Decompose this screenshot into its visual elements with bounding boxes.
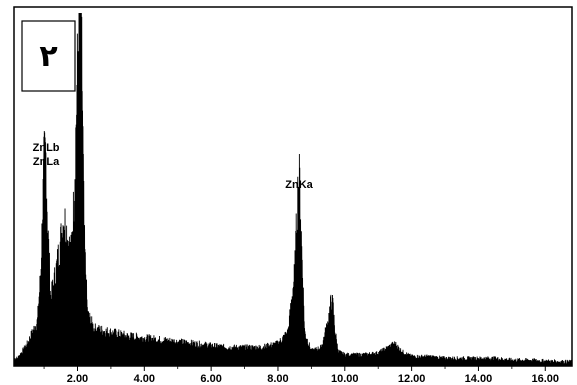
x-tick-label: 8.00 <box>267 373 288 385</box>
panel-label: ٢ <box>39 39 57 74</box>
peak-label-znka: ZnKa <box>285 179 313 191</box>
x-tick-label: 4.00 <box>134 373 155 385</box>
x-tick-label: 6.00 <box>200 373 221 385</box>
spectrum-trace <box>13 12 573 367</box>
peak-annotations: ZnLb ZnLa ZnKa <box>33 142 314 191</box>
inset-box: ٢ <box>21 20 76 92</box>
peak-label-znla: ZnLa <box>33 156 60 168</box>
x-tick-label: 16.00 <box>532 373 560 385</box>
peak-label-znlb: ZnLb <box>33 142 60 154</box>
x-tick-label: 12.00 <box>398 373 426 385</box>
spectrum-series <box>13 12 573 367</box>
inset-frame <box>21 20 76 92</box>
x-tick-label: 10.00 <box>331 373 359 385</box>
x-tick-label: 14.00 <box>465 373 493 385</box>
x-axis: 2.00 4.00 6.00 8.00 10.00 12.00 14.00 16.00 <box>43 366 560 385</box>
x-tick-label: 2.00 <box>67 373 88 385</box>
